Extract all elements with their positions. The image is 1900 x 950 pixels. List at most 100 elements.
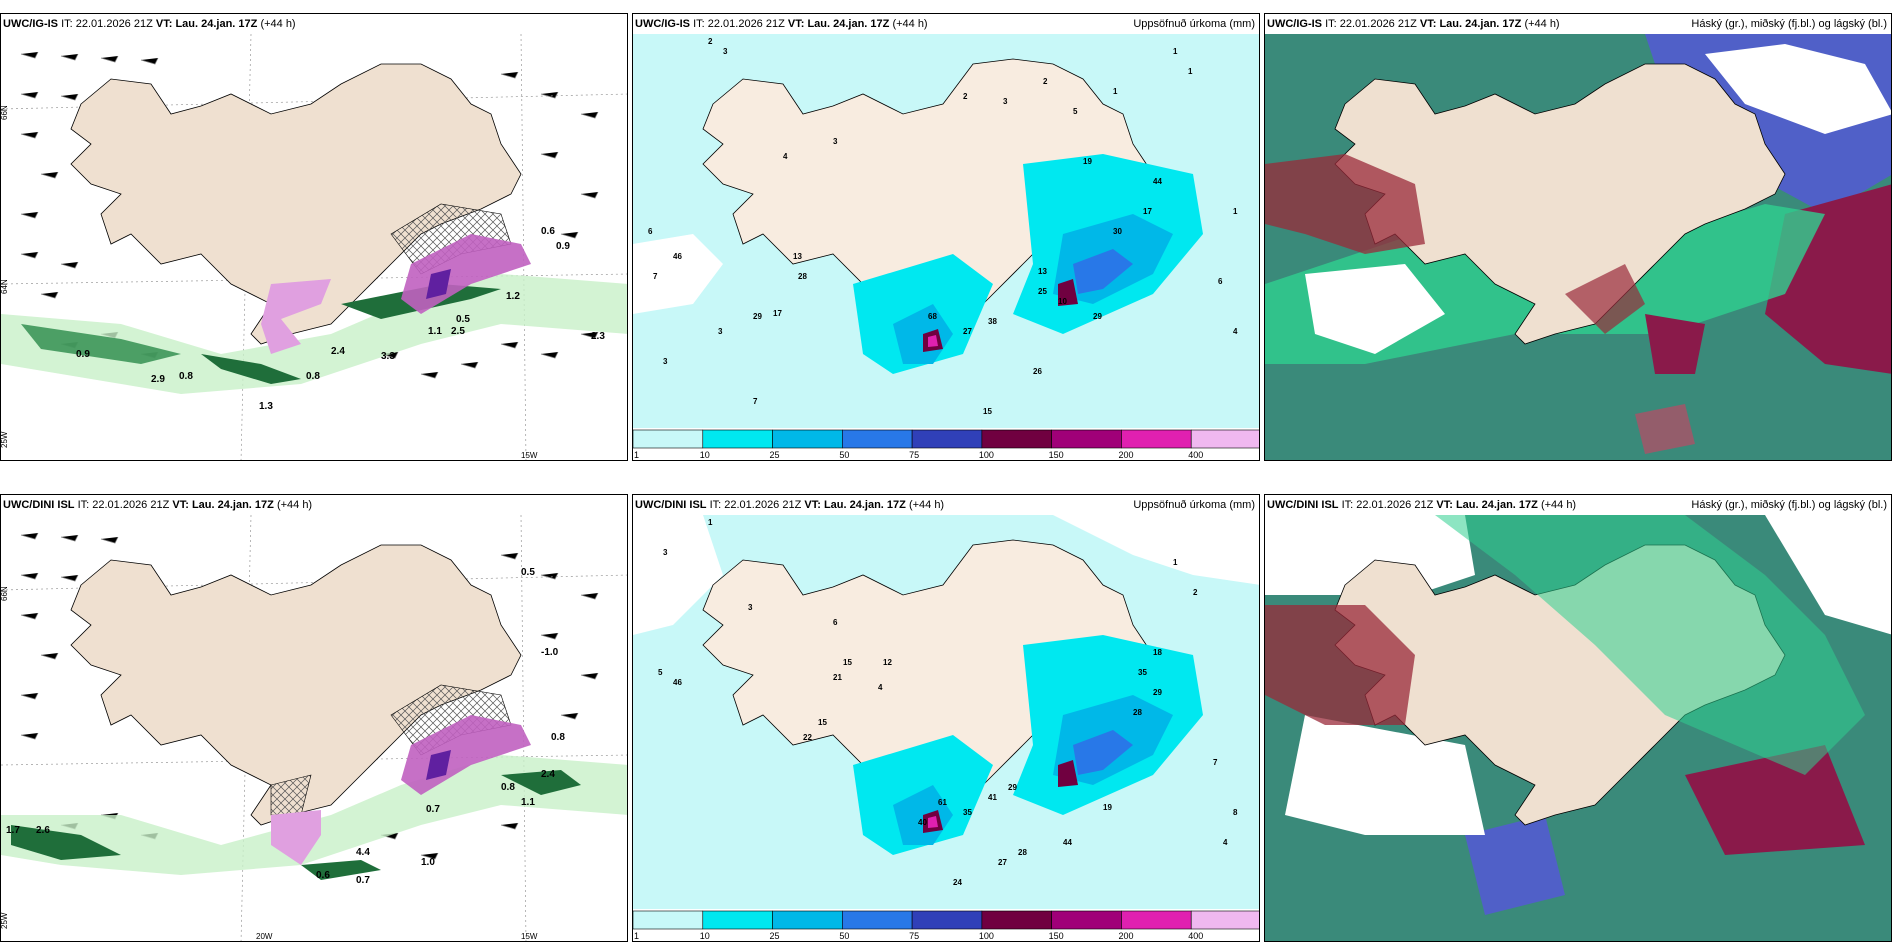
legend-swatch — [911, 910, 983, 930]
legend-tick-label: 50 — [839, 450, 849, 460]
legend-tick-label: 50 — [839, 931, 849, 941]
svg-text:6: 6 — [1218, 277, 1223, 286]
svg-text:2.4: 2.4 — [541, 769, 555, 780]
svg-text:40: 40 — [918, 818, 927, 827]
legend-swatch — [772, 910, 843, 930]
svg-text:0.8: 0.8 — [501, 782, 515, 793]
precip-values: 3 2 1 1 2 2 3 1 5 3 4 19 44 30 17 46 6 1… — [648, 37, 1238, 416]
legend-swatch — [842, 910, 913, 930]
svg-text:2.5: 2.5 — [451, 326, 465, 337]
wind-map: 0.5 -1.0 0.8 2.4 0.8 1.1 1.7 2.6 0.6 0.7… — [1, 515, 627, 941]
svg-text:6: 6 — [833, 618, 838, 627]
svg-text:2.9: 2.9 — [151, 374, 165, 385]
svg-text:28: 28 — [1133, 708, 1142, 717]
svg-text:19: 19 — [1083, 157, 1092, 166]
panel-header: UWC/IG-IS IT: 22.01.2026 21Z VT: Lau. 24… — [3, 18, 296, 30]
precip-values: 1 3 1 2 5 3 4 6 46 12 21 15 29 15 22 61 … — [658, 518, 1238, 887]
svg-text:1.1: 1.1 — [428, 326, 442, 337]
wind-map: 0.6 0.9 0.5 1.2 2.3 0.9 2.9 0.8 3.3 2.4 … — [1, 34, 627, 460]
legend-tick-label: 400 — [1188, 450, 1203, 460]
svg-text:0.5: 0.5 — [521, 567, 535, 578]
svg-text:17: 17 — [773, 309, 782, 318]
svg-text:64N: 64N — [1, 279, 9, 294]
svg-text:44: 44 — [1153, 177, 1162, 186]
svg-text:38: 38 — [988, 317, 997, 326]
panel-title: Háský (gr.), miðský (fj.bl.) og lágský (… — [1691, 499, 1887, 511]
svg-text:0.8: 0.8 — [306, 371, 320, 382]
panel-title: Uppsöfnuð úrkoma (mm) — [1133, 18, 1255, 30]
cloud-map — [1265, 34, 1891, 460]
svg-text:13: 13 — [1038, 267, 1047, 276]
legend-swatch — [1190, 429, 1259, 449]
svg-text:66N: 66N — [1, 105, 9, 120]
panel-header: UWC/IG-IS IT: 22.01.2026 21Z VT: Lau. 24… — [635, 18, 928, 30]
panel-cloud-dini: UWC/DINI ISL IT: 22.01.2026 21Z VT: Lau.… — [1264, 494, 1892, 942]
svg-text:3: 3 — [833, 137, 838, 146]
svg-text:15: 15 — [983, 407, 992, 416]
legend-tick-label: 25 — [770, 931, 780, 941]
cloud-map — [1265, 515, 1891, 941]
svg-text:3: 3 — [718, 327, 723, 336]
legend-swatch — [981, 910, 1052, 930]
svg-text:35: 35 — [963, 808, 972, 817]
svg-text:8: 8 — [1233, 808, 1238, 817]
svg-text:15: 15 — [843, 658, 852, 667]
svg-text:29: 29 — [1093, 312, 1102, 321]
panel-precip-ig: UWC/IG-IS IT: 22.01.2026 21Z VT: Lau. 24… — [632, 13, 1260, 461]
svg-text:12: 12 — [883, 658, 892, 667]
svg-text:4: 4 — [1223, 838, 1228, 847]
svg-text:2: 2 — [963, 92, 968, 101]
svg-text:15W: 15W — [521, 451, 538, 460]
legend-swatch — [772, 429, 843, 449]
svg-text:1.7: 1.7 — [6, 825, 20, 836]
panel-header: UWC/IG-IS IT: 22.01.2026 21Z VT: Lau. 24… — [1267, 18, 1560, 30]
svg-text:3: 3 — [1003, 97, 1008, 106]
precip-map: 1 3 1 2 5 3 4 6 46 12 21 15 29 15 22 61 … — [633, 515, 1259, 909]
svg-text:2: 2 — [708, 37, 713, 46]
lat-lon-labels: 66N 20W 15W 25W — [1, 586, 538, 941]
precip-legend: 1 10 25 50 75 100 150 200 400 — [633, 429, 1259, 460]
precip-magenta — [271, 715, 531, 865]
legend-swatch — [702, 910, 773, 930]
svg-text:25: 25 — [1038, 287, 1047, 296]
svg-text:46: 46 — [673, 678, 682, 687]
legend-tick-label: 75 — [909, 931, 919, 941]
svg-text:5: 5 — [658, 668, 663, 677]
panel-title: Uppsöfnuð úrkoma (mm) — [1133, 499, 1255, 511]
svg-text:1: 1 — [1233, 207, 1238, 216]
legend-swatch — [911, 429, 983, 449]
svg-text:2.4: 2.4 — [331, 346, 345, 357]
svg-text:22: 22 — [803, 733, 812, 742]
svg-text:68: 68 — [928, 312, 937, 321]
wind-values: 0.5 -1.0 0.8 2.4 0.8 1.1 1.7 2.6 0.6 0.7… — [6, 567, 565, 886]
legend-swatch — [1051, 910, 1122, 930]
svg-text:1.3: 1.3 — [259, 401, 273, 412]
panel-precip-dini: UWC/DINI ISL IT: 22.01.2026 21Z VT: Lau.… — [632, 494, 1260, 942]
svg-text:28: 28 — [1018, 848, 1027, 857]
legend-tick-label: 1 — [634, 450, 639, 460]
svg-text:4.4: 4.4 — [356, 847, 370, 858]
legend-swatch — [1121, 910, 1192, 930]
legend-swatch — [1051, 429, 1122, 449]
svg-text:0.9: 0.9 — [76, 349, 90, 360]
svg-text:7: 7 — [653, 272, 658, 281]
legend-tick-label: 75 — [909, 450, 919, 460]
svg-text:13: 13 — [793, 252, 802, 261]
svg-text:3.3: 3.3 — [381, 351, 395, 362]
svg-text:46: 46 — [673, 252, 682, 261]
svg-text:1: 1 — [1173, 558, 1178, 567]
svg-text:29: 29 — [753, 312, 762, 321]
svg-text:0.6: 0.6 — [541, 226, 555, 237]
legend-tick-label: 100 — [979, 931, 994, 941]
panel-cloud-ig: UWC/IG-IS IT: 22.01.2026 21Z VT: Lau. 24… — [1264, 13, 1892, 461]
svg-text:27: 27 — [998, 858, 1007, 867]
svg-text:25W: 25W — [1, 431, 9, 448]
svg-text:21: 21 — [833, 673, 842, 682]
legend-tick-label: 150 — [1049, 450, 1064, 460]
legend-swatch — [633, 910, 704, 930]
svg-text:25W: 25W — [1, 912, 9, 929]
svg-text:6: 6 — [648, 227, 653, 236]
legend-tick-label: 100 — [979, 450, 994, 460]
svg-text:3: 3 — [748, 603, 753, 612]
precip-map: 3 2 1 1 2 2 3 1 5 3 4 19 44 30 17 46 6 1… — [633, 34, 1259, 428]
